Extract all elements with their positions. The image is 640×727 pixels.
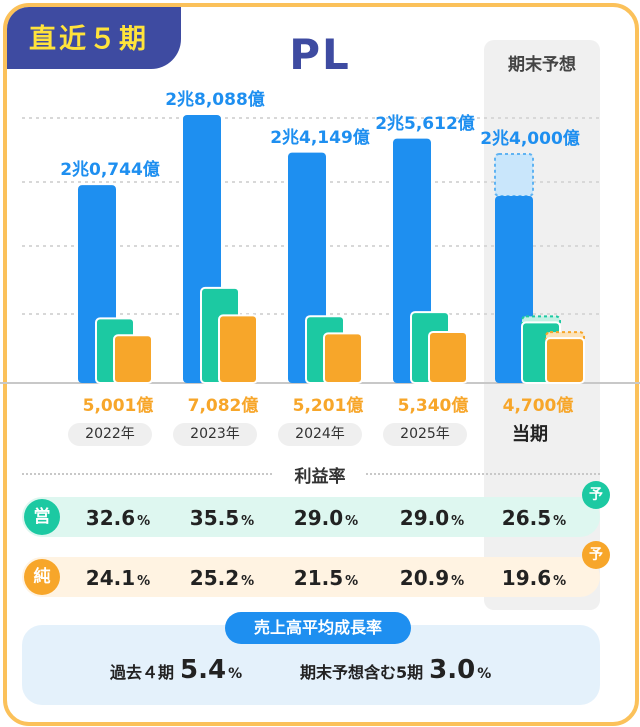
forecast-header: 期末予想	[508, 55, 576, 75]
net-bar-0	[113, 334, 153, 385]
net-label-3: 5,340億	[397, 396, 469, 416]
revenue-label-2: 2兆4,149億	[270, 127, 370, 148]
growth-past: 過去４期 5.4%	[110, 655, 243, 685]
net-bar-3	[428, 331, 468, 385]
margin-number: 32.6	[85, 506, 136, 530]
margin-number: 24.1	[85, 566, 136, 590]
margin-unit: %	[553, 514, 567, 529]
year-label-2: 2024年	[278, 423, 362, 446]
net-label-4: 4,700億	[502, 396, 574, 416]
margin-unit: %	[241, 574, 255, 589]
margin-unit: %	[241, 514, 255, 529]
revenue-label-3: 2兆5,612億	[375, 113, 475, 134]
net-label-1: 7,082億	[187, 396, 259, 416]
margin-number: 21.5	[293, 566, 344, 590]
margin-unit: %	[451, 514, 465, 529]
net-bar-1	[218, 314, 258, 385]
year-label-1: 2023年	[173, 423, 257, 446]
margin-unit: %	[553, 574, 567, 589]
revenue-label-4: 2兆4,000億	[480, 129, 580, 149]
divider-left	[22, 473, 272, 475]
margin-number: 19.6	[501, 566, 552, 590]
forecast-badge-operating: 予	[582, 481, 610, 509]
revenue-bar-forecast-part	[494, 153, 534, 198]
net-bar-4	[545, 337, 585, 384]
margin-number: 26.5	[501, 506, 552, 530]
net-label-0: 5,001億	[82, 396, 154, 416]
net-margin-2: 21.5%	[281, 566, 371, 590]
net-margin-marker: 純	[24, 559, 60, 595]
forecast-badge-net: 予	[582, 541, 610, 569]
margin-number: 20.9	[399, 566, 450, 590]
profit-margin-title: 利益率	[294, 467, 346, 487]
margin-unit: %	[451, 574, 465, 589]
operating-margin-row	[22, 497, 600, 537]
net-margin-4: 19.6%	[489, 566, 579, 590]
operating-margin-1: 35.5%	[177, 506, 267, 530]
margin-unit: %	[345, 514, 359, 529]
margin-number: 29.0	[293, 506, 344, 530]
year-label-0: 2022年	[68, 423, 152, 446]
net-margin-1: 25.2%	[177, 566, 267, 590]
period-tag: 直近５期	[7, 7, 181, 69]
net-margin-row	[22, 557, 600, 597]
margin-unit: %	[137, 574, 151, 589]
year-label-4: 当期	[512, 424, 548, 445]
revenue-label-0: 2兆0,744億	[60, 160, 160, 181]
chart-title: PL	[289, 30, 351, 79]
margin-unit: %	[137, 514, 151, 529]
operating-margin-2: 29.0%	[281, 506, 371, 530]
operating-margin-0: 32.6%	[73, 506, 163, 530]
net-bar-2	[323, 332, 363, 385]
divider-right	[366, 473, 600, 475]
net-margin-3: 20.9%	[387, 566, 477, 590]
growth-incl-forecast: 期末予想含む5期 3.0%	[300, 655, 492, 685]
margin-unit: %	[345, 574, 359, 589]
net-label-2: 5,201億	[292, 396, 364, 416]
operating-margin-4: 26.5%	[489, 506, 579, 530]
growth-title: 売上高平均成長率	[225, 612, 411, 644]
operating-margin-marker: 営	[24, 499, 60, 535]
year-label-3: 2025年	[383, 423, 467, 446]
margin-number: 25.2	[189, 566, 240, 590]
revenue-label-1: 2兆8,088億	[165, 90, 265, 110]
net-margin-0: 24.1%	[73, 566, 163, 590]
margin-number: 35.5	[189, 506, 240, 530]
margin-number: 29.0	[399, 506, 450, 530]
operating-margin-3: 29.0%	[387, 506, 477, 530]
